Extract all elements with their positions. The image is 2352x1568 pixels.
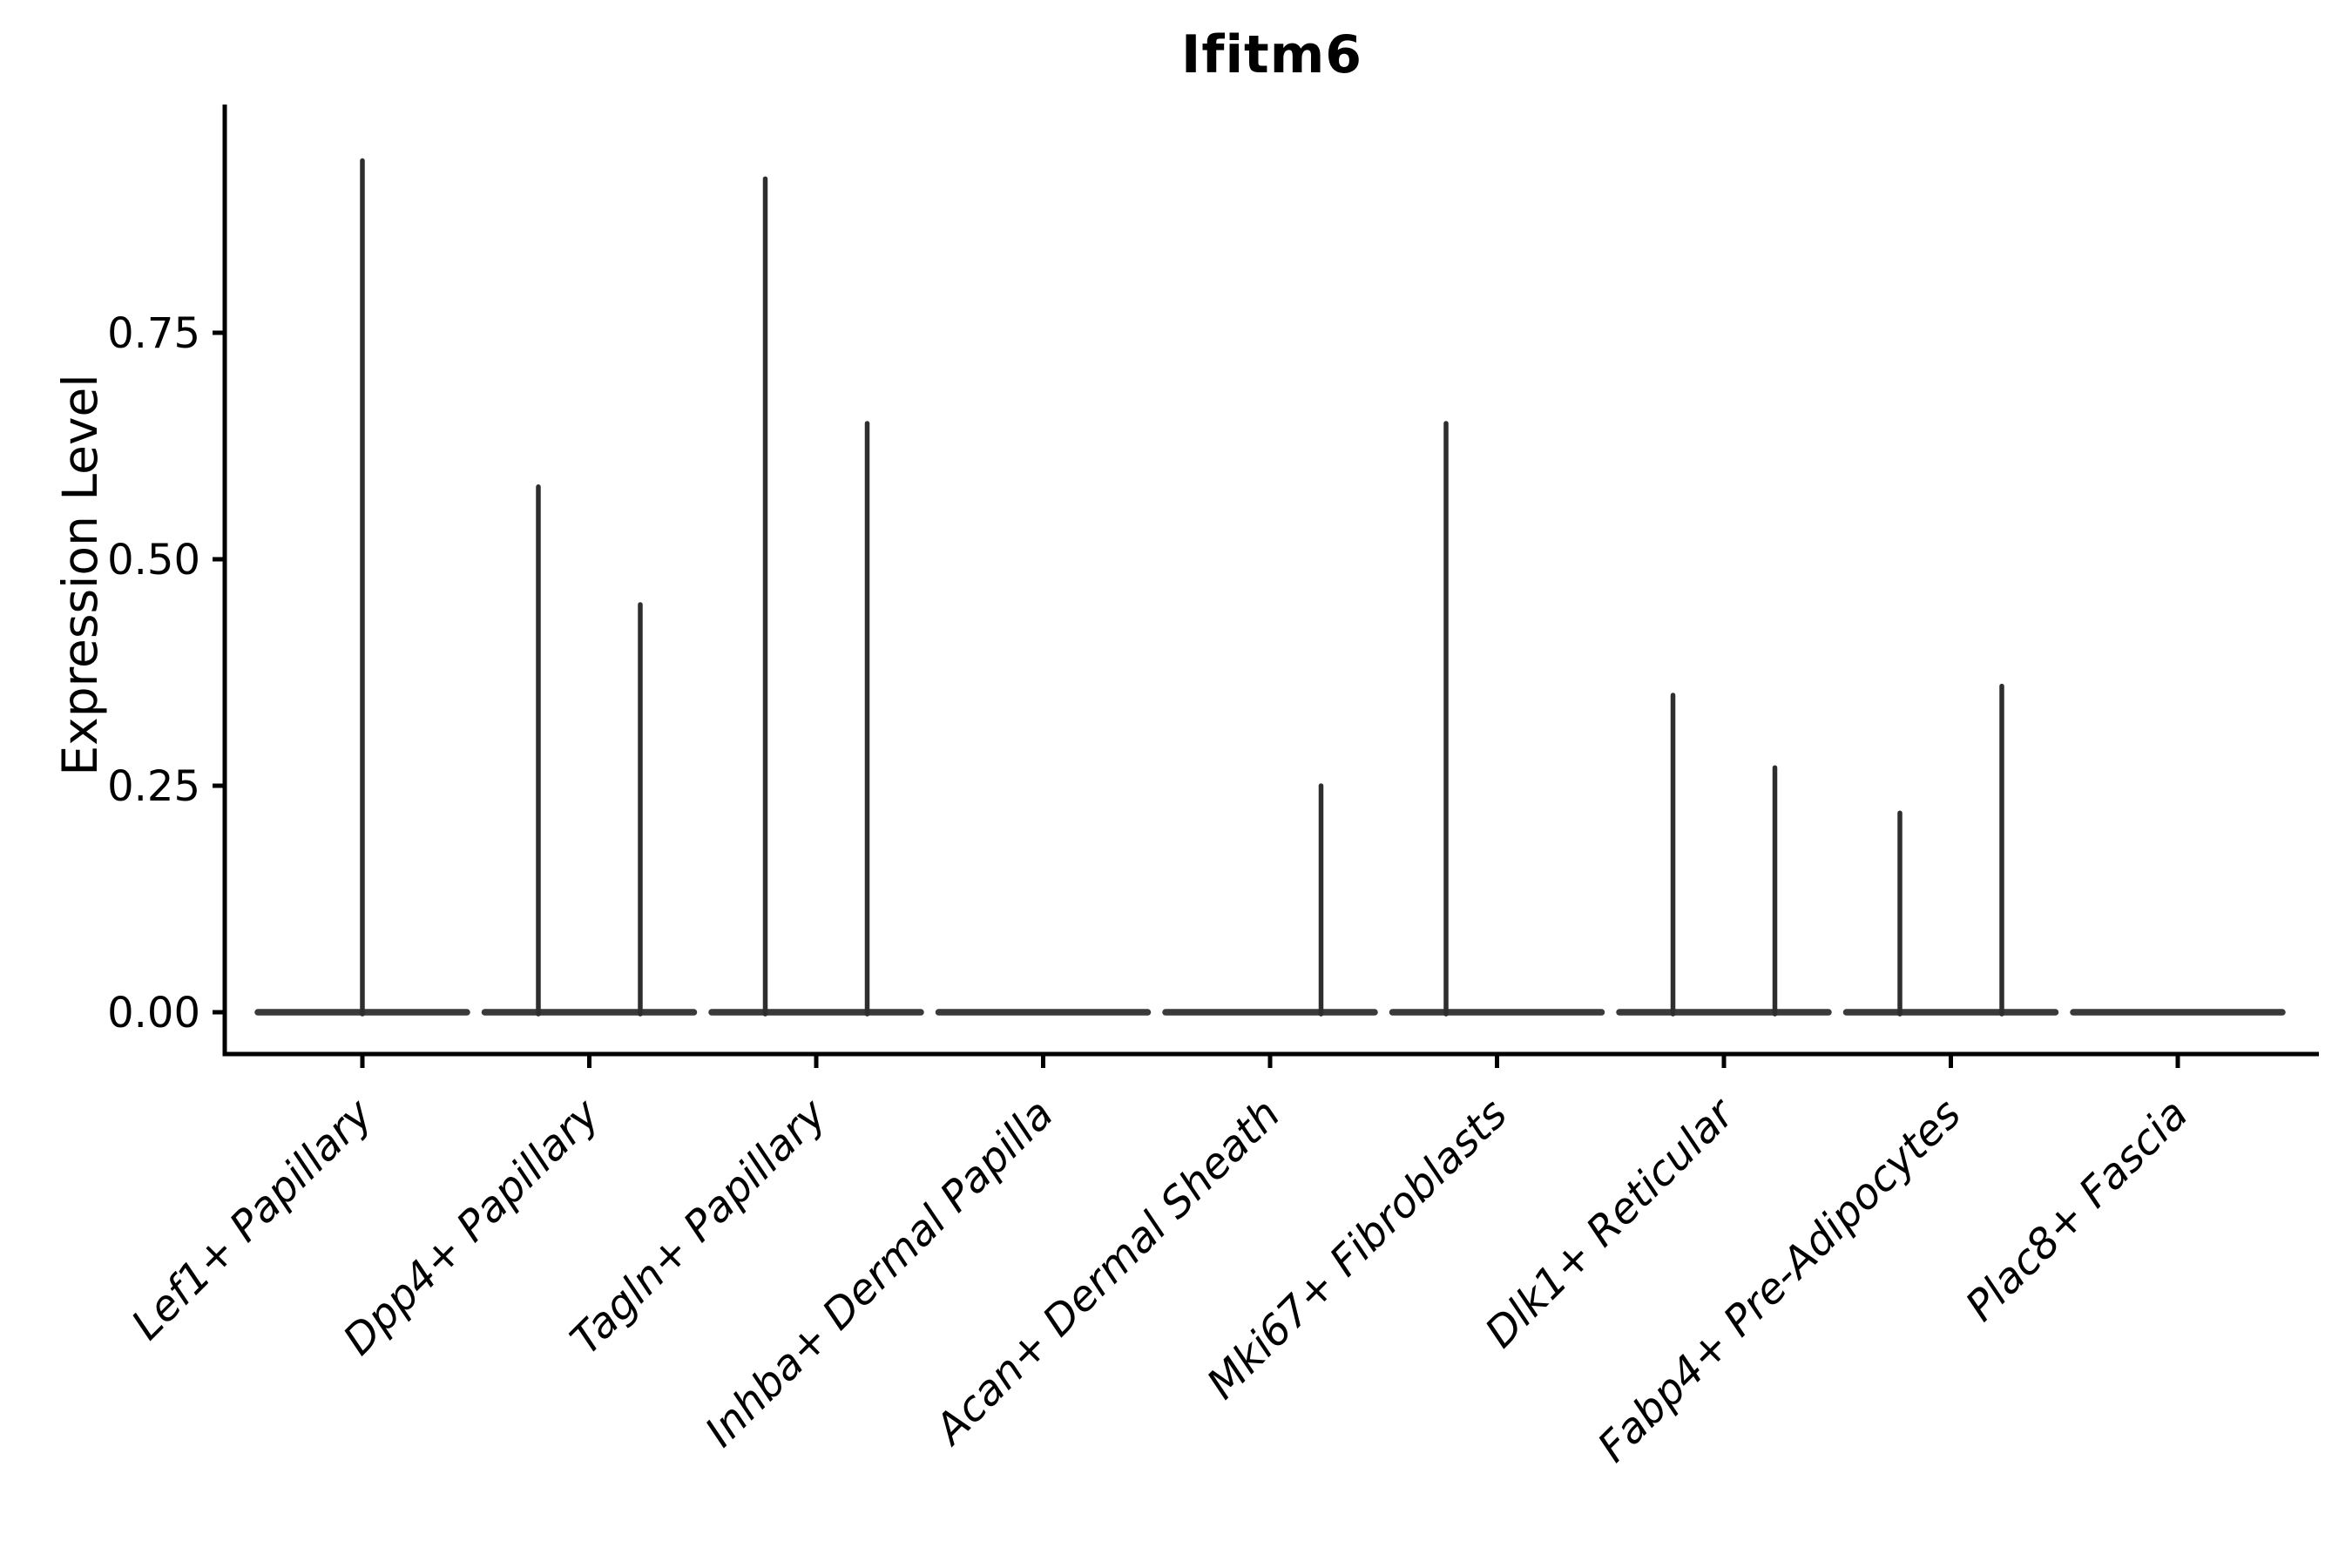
x-category-label: Plac8+ Fascia: [1957, 1090, 2198, 1331]
y-tick-label: 0.50: [107, 536, 200, 585]
x-category-label: Lef1+ Papillary: [122, 1089, 382, 1349]
plot-title: Ifitm6: [1181, 24, 1362, 85]
y-tick-label: 0.00: [107, 989, 200, 1037]
y-tick-label: 0.75: [107, 309, 200, 358]
x-category-label: Fabp4+ Pre-Adipocytes: [1588, 1090, 1970, 1472]
y-tick-label: 0.25: [107, 762, 200, 811]
x-category-label: Dlk1+ Reticular: [1476, 1088, 1746, 1358]
